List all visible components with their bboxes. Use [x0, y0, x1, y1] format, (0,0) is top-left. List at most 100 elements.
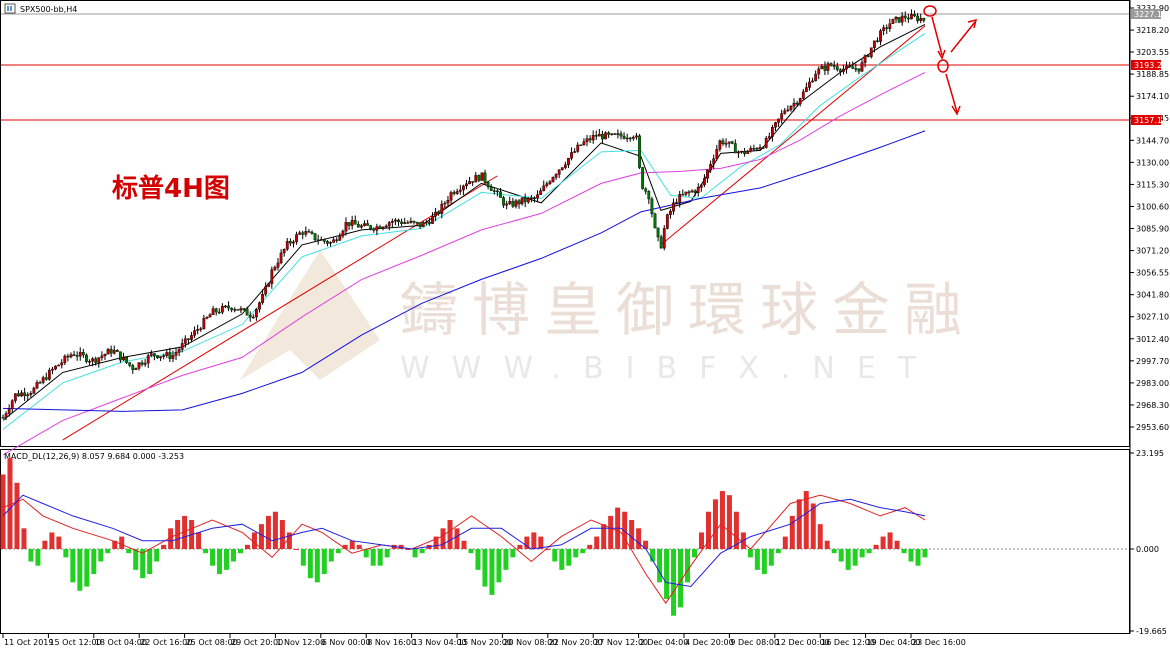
candle-up: [597, 133, 601, 137]
macd-bar-negative: [482, 549, 488, 587]
candle-down: [415, 221, 419, 224]
candle-down: [128, 362, 132, 366]
macd-bar-negative: [154, 549, 160, 562]
candle-down: [721, 140, 725, 144]
candle-up: [560, 167, 564, 170]
macd-bar-negative: [580, 549, 586, 554]
candle-up: [165, 352, 169, 356]
macd-bar-positive: [440, 528, 446, 549]
candle-up: [390, 221, 394, 223]
candle-up: [842, 68, 845, 72]
macd-bar-positive: [587, 544, 593, 549]
macd-bar-negative: [510, 549, 516, 558]
macd-bar-negative: [489, 549, 495, 595]
macd-bar-positive: [712, 499, 718, 549]
macd-bar-negative: [98, 549, 104, 562]
macd-bar-positive: [42, 540, 48, 549]
candle-up: [539, 190, 543, 195]
candle-up: [690, 190, 694, 193]
macd-bar-negative: [370, 549, 376, 566]
macd-bar-positive: [279, 520, 285, 549]
candle-up: [239, 308, 243, 311]
candle-up: [458, 189, 462, 192]
candle-up: [208, 314, 212, 318]
candle-down: [186, 338, 190, 340]
macd-bar-positive: [629, 520, 635, 549]
macd-bar-positive: [349, 540, 355, 549]
time-tick-label: 1 Nov 12:00: [276, 638, 325, 647]
analysis-marks: [923, 5, 978, 116]
horizontal-levels: [1, 13, 1129, 121]
candle-down: [366, 223, 370, 226]
candle-down: [743, 150, 746, 154]
candle-up: [180, 343, 184, 350]
candle-down: [533, 197, 536, 200]
candle-down: [628, 137, 632, 140]
candle-down: [733, 143, 737, 154]
macd-bar-positive: [726, 495, 732, 549]
candle-up: [279, 252, 283, 264]
candle-down: [109, 349, 113, 354]
candle-up: [424, 221, 428, 224]
candle-down: [242, 308, 246, 310]
candle-up: [196, 329, 200, 331]
macd-bar-positive: [545, 549, 551, 550]
macd-bar-negative: [775, 549, 781, 554]
macd-bar-positive: [531, 532, 537, 549]
macd-bar-positive: [594, 536, 600, 549]
price-tick-label: 3144.70: [1136, 136, 1169, 145]
candle-down: [835, 66, 839, 70]
candle-up: [910, 14, 913, 20]
candle-down: [829, 63, 833, 66]
candle-up: [814, 73, 818, 82]
candle-down: [897, 17, 901, 23]
candle-down: [75, 355, 79, 357]
price-tick-label: 3071.20: [1136, 247, 1169, 256]
candle-down: [647, 191, 651, 200]
macd-axis: 23.195 0.000 -19.665: [1130, 449, 1167, 636]
macd-bar-positive: [286, 532, 292, 549]
price-tick-label: 3100.60: [1136, 202, 1169, 211]
candle-up: [112, 349, 116, 354]
candle-down: [301, 232, 305, 235]
macd-bar-positive: [608, 515, 614, 549]
macd-bar-positive: [272, 511, 278, 549]
candle-up: [78, 351, 82, 357]
candle-up: [635, 135, 638, 138]
macd-bar-positive: [14, 482, 20, 549]
macd-bar-positive: [447, 520, 453, 549]
price-tick-label: 3130.00: [1136, 158, 1169, 167]
candle-up: [103, 353, 107, 357]
macd-title: MACD_DL(12,26,9) 8.057 9.684 0.000 -3.25…: [4, 452, 184, 461]
candle-down: [913, 14, 916, 17]
chart-window-icon: [4, 3, 16, 14]
candle-up: [332, 239, 336, 243]
macd-bar-positive: [524, 536, 530, 549]
candle-down: [903, 15, 907, 19]
candle-up: [684, 191, 688, 195]
candle-up: [26, 394, 30, 397]
candle-up: [341, 230, 345, 237]
macd-bar-positive: [803, 491, 809, 549]
macd-bar-negative: [761, 549, 767, 575]
candle-up: [508, 201, 512, 205]
candle-up: [329, 242, 332, 244]
time-tick-label: 25 Oct 08:00: [186, 638, 238, 647]
candle-down: [72, 354, 76, 356]
candle-up: [91, 358, 95, 362]
candle-up: [715, 149, 719, 159]
macd-bar-negative: [335, 549, 341, 554]
candle-down: [66, 355, 70, 358]
macd-bar-negative: [147, 549, 153, 575]
macd-bar-positive: [873, 544, 879, 549]
candle-down: [619, 133, 623, 137]
candle-up: [616, 133, 620, 135]
candle-up: [526, 197, 530, 203]
candle-down: [412, 220, 416, 223]
macd-tick-bottom: -19.665: [1136, 627, 1167, 636]
candle-up: [789, 105, 793, 111]
candle-down: [588, 138, 592, 141]
candle-up: [384, 225, 388, 228]
candle-up: [137, 362, 141, 369]
macd-bar-positive: [601, 524, 607, 549]
